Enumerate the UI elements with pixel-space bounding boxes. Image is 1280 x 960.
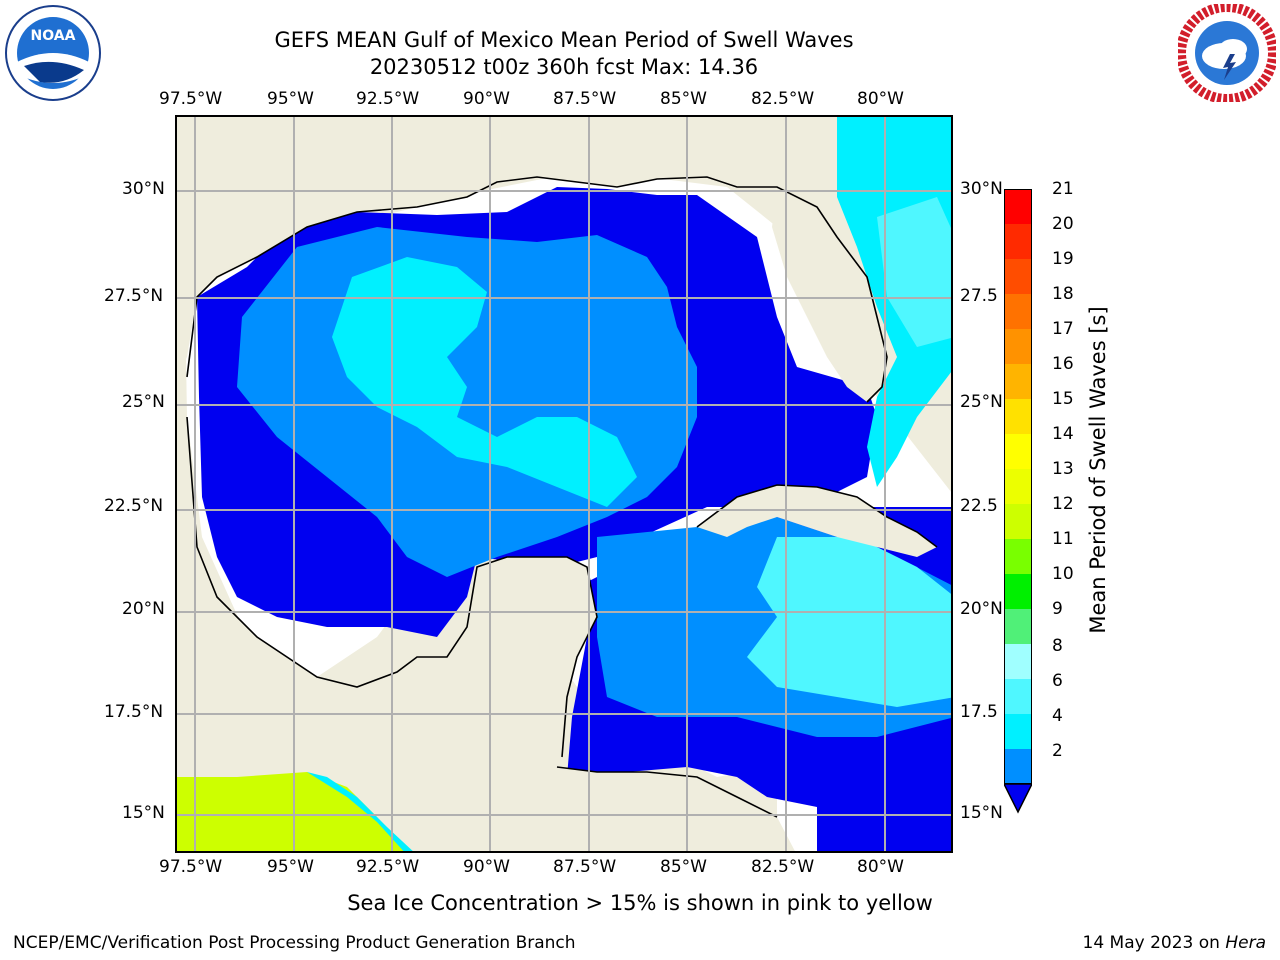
x-tick-top: 85°W: [660, 89, 707, 109]
colorbar-label: 14: [1052, 424, 1074, 444]
x-tick-top: 87.5°W: [553, 89, 617, 109]
colorbar-label: 20: [1052, 214, 1074, 234]
colorbar-label: 2: [1052, 741, 1063, 761]
x-tick-bottom: 92.5°W: [356, 857, 420, 877]
producer-credit: NCEP/EMC/Verification Post Processing Pr…: [13, 933, 576, 953]
colorbar-segment: [1004, 364, 1032, 399]
sea-ice-note: Sea Ice Concentration > 15% is shown in …: [347, 891, 933, 915]
colorbar-segment: [1004, 504, 1032, 539]
y-tick-left: 17.5°N: [104, 702, 164, 722]
land-mexico: [177, 377, 597, 851]
colorbar-label: 18: [1052, 284, 1074, 304]
colorbar-segment: [1004, 399, 1032, 434]
colorbar-segment: [1004, 539, 1032, 574]
map-panel: [175, 115, 953, 853]
x-tick-bottom: 82.5°W: [751, 857, 815, 877]
land-florida: [772, 187, 887, 402]
grid: [177, 117, 951, 851]
land-cuba: [697, 485, 937, 557]
colorbar-segment: [1004, 224, 1032, 259]
colorbar-extend-arrow: [1004, 784, 1032, 814]
colorbar-segment: [1004, 189, 1032, 224]
noaa-logo-text: NOAA: [31, 28, 76, 44]
colorbar-segment: [1004, 749, 1032, 784]
nws-logo: [1178, 4, 1276, 102]
x-tick-bottom: 85°W: [660, 857, 707, 877]
colorbar-segment: [1004, 714, 1032, 749]
run-date: 14 May 2023 on Hera: [1083, 933, 1267, 953]
x-tick-bottom: 87.5°W: [553, 857, 617, 877]
y-tick-left: 15°N: [122, 803, 165, 823]
y-tick-left: 30°N: [122, 179, 165, 199]
caribbean-cyan: [747, 537, 951, 707]
gulf-cyan: [332, 257, 637, 507]
colorbar-label: 15: [1052, 389, 1074, 409]
y-tick-right: 17.5: [960, 702, 998, 722]
y-tick-left: 27.5°N: [104, 286, 164, 306]
chart-title: GEFS MEAN Gulf of Mexico Mean Period of …: [274, 28, 854, 52]
run-date-text: 14 May 2023 on: [1082, 933, 1226, 953]
y-tick-right: 27.5: [960, 286, 998, 306]
colorbar-label: 13: [1052, 459, 1074, 479]
colorbar-frame: [1004, 189, 1032, 784]
colorbar-label: 11: [1052, 529, 1074, 549]
colorbar-segment: [1004, 259, 1032, 294]
colorbar-label: 21: [1052, 179, 1074, 199]
x-tick-bottom: 95°W: [267, 857, 314, 877]
colorbar-label: 19: [1052, 249, 1074, 269]
x-tick-top: 90°W: [463, 89, 510, 109]
x-tick-top: 80°W: [857, 89, 904, 109]
atlantic-light: [877, 197, 951, 347]
x-tick-bottom: 90°W: [463, 857, 510, 877]
x-tick-bottom: 97.5°W: [159, 857, 223, 877]
map-svg: [177, 117, 951, 851]
y-tick-right: 30°N: [960, 179, 1003, 199]
x-tick-top: 92.5°W: [356, 89, 420, 109]
x-tick-top: 97.5°W: [159, 89, 223, 109]
colorbar-label: 4: [1052, 706, 1063, 726]
colorbar-segment: [1004, 609, 1032, 644]
y-tick-right: 20°N: [960, 599, 1003, 619]
colorbar-segment: [1004, 679, 1032, 714]
land-central-america: [557, 767, 795, 851]
host-name: Hera: [1225, 933, 1266, 953]
coastline: [186, 176, 938, 818]
chart-subtitle: 20230512 t00z 360h fcst Max: 14.36: [369, 55, 759, 79]
colorbar-label: 17: [1052, 319, 1074, 339]
colorbar-label: 9: [1052, 599, 1063, 619]
colorbar-segment: [1004, 434, 1032, 469]
colorbar-segment: [1004, 644, 1032, 679]
colorbar-title: Mean Period of Swell Waves [s]: [1086, 306, 1110, 634]
y-tick-right: 22.5: [960, 496, 998, 516]
y-tick-left: 20°N: [122, 599, 165, 619]
y-tick-left: 25°N: [122, 392, 165, 412]
x-tick-top: 82.5°W: [751, 89, 815, 109]
noaa-logo: NOAA: [5, 5, 101, 101]
colorbar-segment: [1004, 294, 1032, 329]
colorbar-segment: [1004, 329, 1032, 364]
colorbar-label: 16: [1052, 354, 1074, 374]
pacific-swell-edge: [307, 772, 413, 851]
y-tick-right: 25°N: [960, 392, 1003, 412]
y-tick-right: 15°N: [960, 803, 1003, 823]
colorbar-label: 12: [1052, 494, 1074, 514]
y-tick-left: 22.5°N: [104, 496, 164, 516]
colorbar-segment: [1004, 469, 1032, 504]
x-tick-bottom: 80°W: [857, 857, 904, 877]
colorbar-label: 8: [1052, 636, 1063, 656]
colorbar-label: 10: [1052, 564, 1074, 584]
x-tick-top: 95°W: [267, 89, 314, 109]
colorbar-segment: [1004, 574, 1032, 609]
land-us: [177, 117, 951, 377]
colorbar-label: 6: [1052, 671, 1063, 691]
